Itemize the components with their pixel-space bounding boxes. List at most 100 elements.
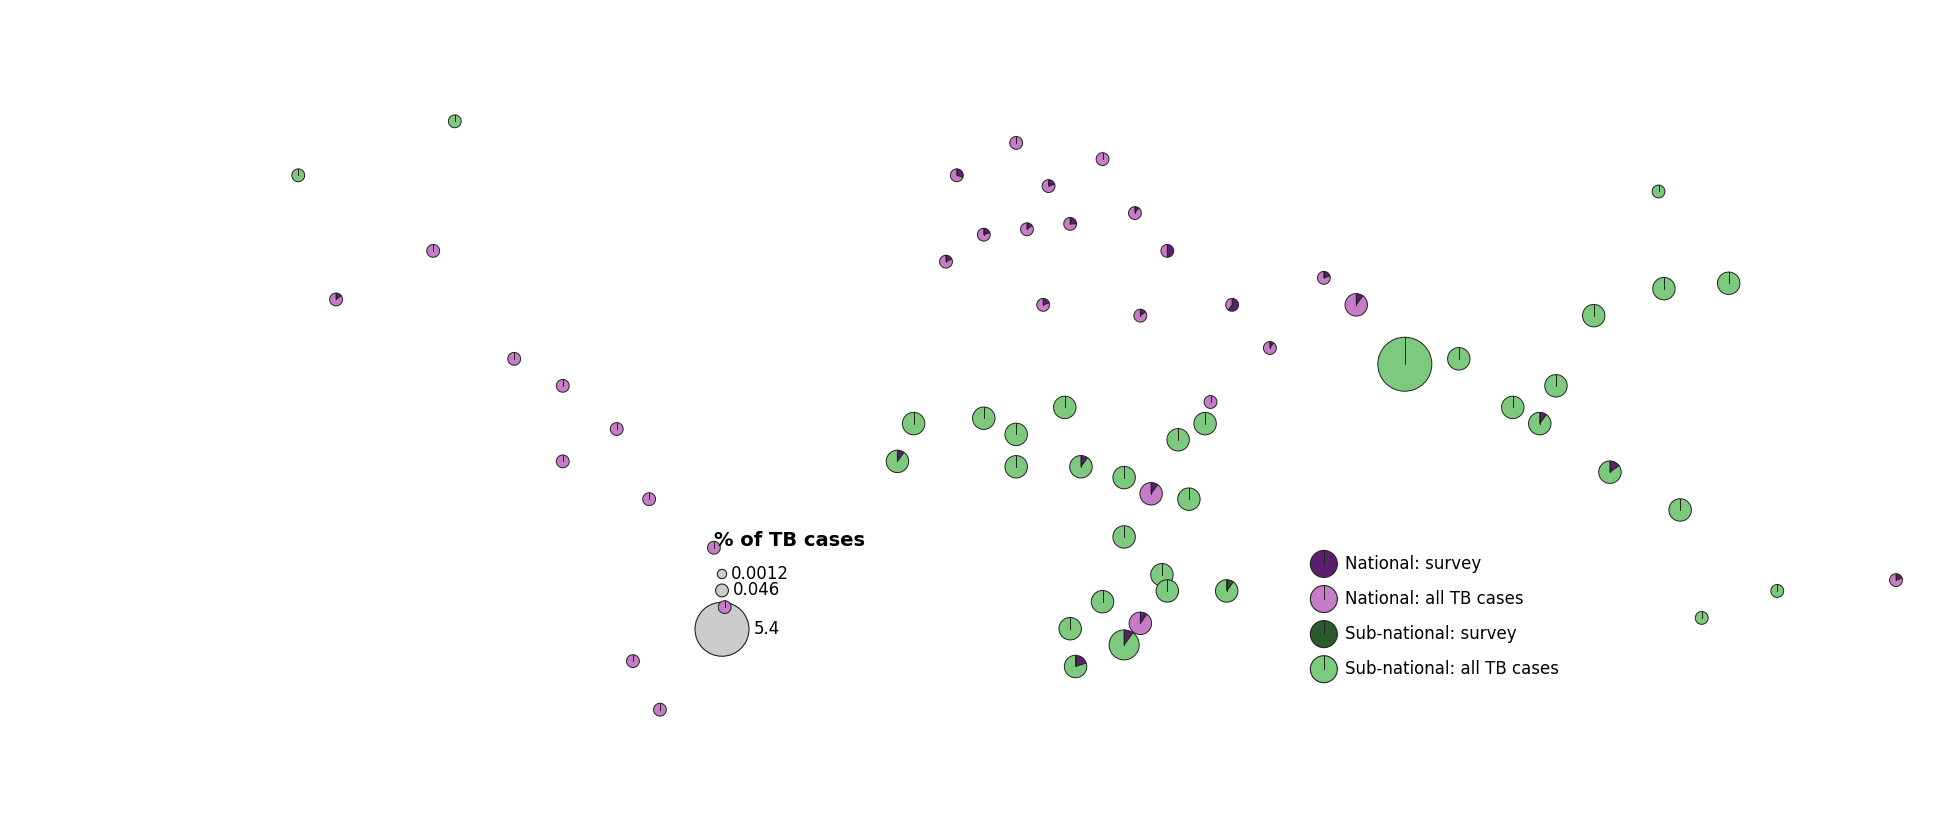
Wedge shape — [1125, 630, 1133, 645]
Wedge shape — [1670, 499, 1691, 521]
Wedge shape — [1502, 396, 1524, 419]
Wedge shape — [1043, 298, 1049, 305]
Wedge shape — [940, 255, 952, 268]
Wedge shape — [1076, 656, 1086, 666]
Wedge shape — [1345, 293, 1368, 316]
Wedge shape — [1263, 342, 1277, 355]
Wedge shape — [718, 601, 732, 613]
Wedge shape — [1129, 207, 1142, 219]
Circle shape — [1310, 586, 1337, 612]
Wedge shape — [1037, 298, 1049, 312]
Wedge shape — [1070, 455, 1092, 478]
Wedge shape — [337, 293, 341, 299]
Wedge shape — [1271, 342, 1273, 348]
Wedge shape — [1600, 461, 1621, 484]
Wedge shape — [1718, 272, 1740, 294]
Wedge shape — [1064, 218, 1076, 230]
Wedge shape — [1356, 293, 1362, 305]
Wedge shape — [557, 380, 568, 392]
Wedge shape — [1150, 563, 1173, 586]
Wedge shape — [1020, 223, 1033, 236]
Wedge shape — [1140, 612, 1146, 623]
Wedge shape — [1162, 244, 1168, 258]
Wedge shape — [1378, 337, 1432, 391]
Wedge shape — [1317, 272, 1331, 284]
Wedge shape — [1205, 396, 1216, 408]
Circle shape — [1310, 656, 1337, 683]
Wedge shape — [1059, 617, 1082, 640]
Wedge shape — [292, 169, 306, 182]
Wedge shape — [508, 352, 522, 366]
Wedge shape — [1168, 244, 1173, 258]
Wedge shape — [1323, 272, 1329, 278]
Text: 0.046: 0.046 — [734, 582, 780, 599]
Wedge shape — [557, 455, 568, 468]
Wedge shape — [1195, 412, 1216, 435]
Wedge shape — [1053, 396, 1076, 419]
Wedge shape — [1177, 488, 1201, 510]
Text: National: survey: National: survey — [1345, 555, 1481, 573]
Wedge shape — [654, 703, 666, 716]
Wedge shape — [1140, 309, 1146, 316]
Wedge shape — [1140, 483, 1162, 505]
Wedge shape — [1695, 612, 1709, 624]
Wedge shape — [1652, 185, 1666, 198]
Wedge shape — [885, 450, 909, 473]
Wedge shape — [1064, 656, 1086, 678]
Circle shape — [718, 569, 726, 578]
Wedge shape — [1528, 412, 1551, 435]
Wedge shape — [1156, 580, 1179, 602]
Wedge shape — [1096, 153, 1109, 165]
Wedge shape — [1226, 298, 1232, 310]
Text: Sub-national: all TB cases: Sub-national: all TB cases — [1345, 660, 1559, 678]
Wedge shape — [1043, 179, 1055, 193]
Wedge shape — [611, 423, 623, 435]
Wedge shape — [1010, 136, 1022, 150]
Wedge shape — [426, 244, 440, 258]
Wedge shape — [1109, 630, 1138, 660]
Wedge shape — [973, 407, 994, 430]
Wedge shape — [977, 229, 991, 241]
Wedge shape — [1890, 573, 1903, 587]
Wedge shape — [1129, 612, 1152, 635]
Wedge shape — [1152, 483, 1158, 494]
Wedge shape — [642, 493, 656, 505]
Wedge shape — [1582, 304, 1605, 327]
Text: 0.0012: 0.0012 — [732, 565, 788, 583]
Wedge shape — [1609, 461, 1619, 472]
Wedge shape — [1216, 580, 1238, 602]
Wedge shape — [1080, 455, 1088, 467]
Wedge shape — [1895, 573, 1901, 580]
Wedge shape — [1226, 580, 1234, 591]
Wedge shape — [903, 412, 924, 435]
Text: 5.4: 5.4 — [753, 620, 780, 638]
Wedge shape — [1771, 584, 1784, 597]
Circle shape — [1310, 550, 1337, 578]
Wedge shape — [448, 115, 461, 128]
Wedge shape — [1135, 309, 1146, 322]
Wedge shape — [1004, 455, 1027, 478]
Wedge shape — [897, 450, 905, 461]
Wedge shape — [1448, 347, 1469, 370]
Wedge shape — [946, 255, 952, 262]
Wedge shape — [1004, 423, 1027, 445]
Circle shape — [695, 602, 749, 656]
Wedge shape — [1049, 179, 1055, 186]
Wedge shape — [985, 229, 991, 234]
Wedge shape — [1113, 526, 1135, 548]
Wedge shape — [1135, 207, 1138, 213]
Wedge shape — [627, 655, 640, 667]
Circle shape — [1310, 621, 1337, 647]
Wedge shape — [957, 169, 963, 177]
Wedge shape — [1168, 429, 1189, 451]
Wedge shape — [1092, 591, 1113, 613]
Wedge shape — [1228, 298, 1238, 312]
Text: National: all TB cases: National: all TB cases — [1345, 590, 1524, 608]
Wedge shape — [329, 293, 342, 306]
Text: % of TB cases: % of TB cases — [714, 532, 864, 550]
Circle shape — [716, 584, 728, 597]
Wedge shape — [1113, 466, 1135, 489]
Text: Sub-national: survey: Sub-national: survey — [1345, 625, 1518, 643]
Wedge shape — [1539, 412, 1547, 424]
Wedge shape — [1652, 278, 1676, 300]
